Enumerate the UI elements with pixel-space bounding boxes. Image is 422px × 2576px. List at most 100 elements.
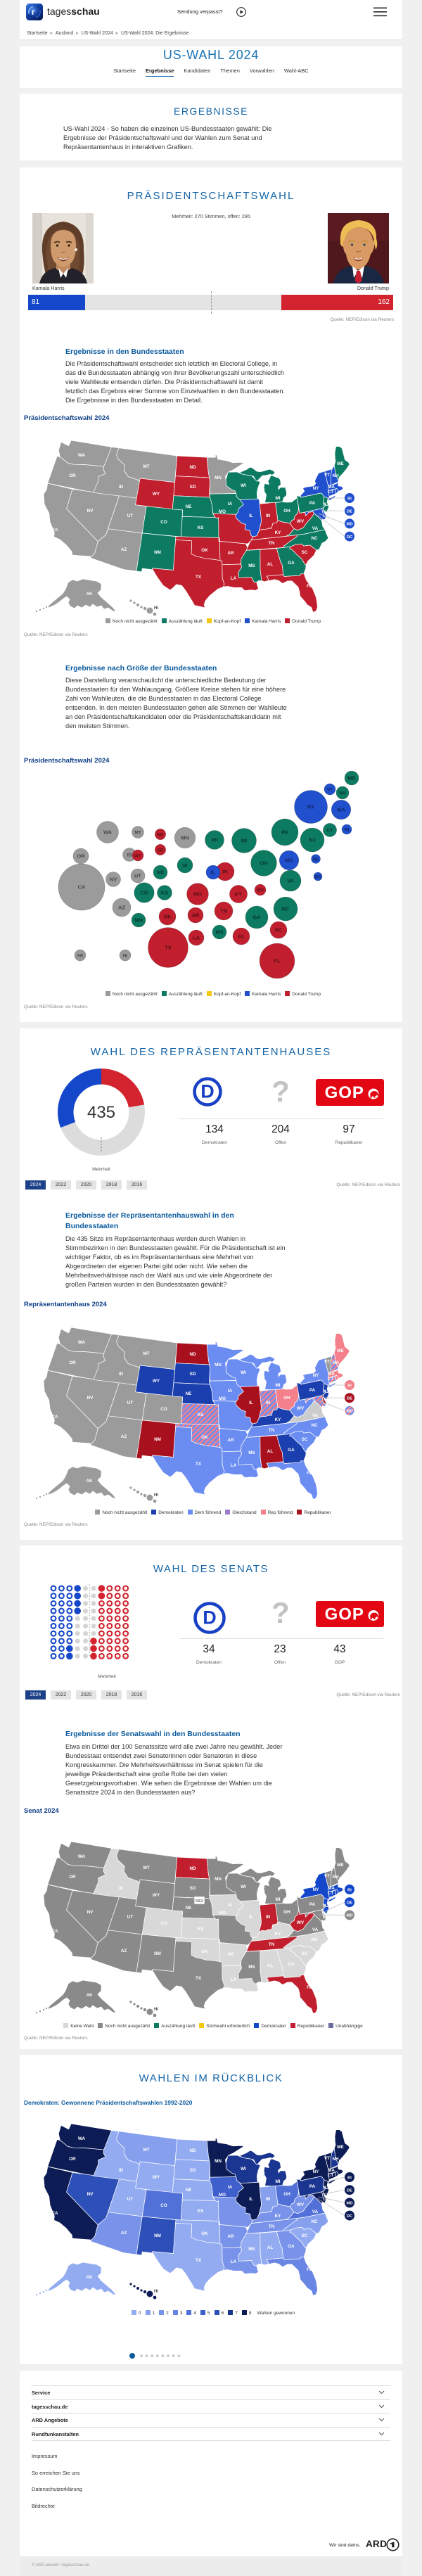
svg-text:ND: ND — [189, 2148, 196, 2153]
svg-text:CT: CT — [328, 1891, 334, 1896]
svg-text:TX: TX — [196, 575, 202, 580]
svg-text:AK: AK — [86, 1479, 93, 1484]
svg-text:IA: IA — [228, 1903, 233, 1908]
svg-text:WA: WA — [78, 453, 86, 458]
svg-text:SC: SC — [302, 2233, 308, 2238]
svg-text:WA: WA — [78, 1854, 86, 1859]
svg-text:NJ: NJ — [323, 2186, 329, 2191]
svg-text:NH: NH — [332, 473, 339, 478]
svg-text:MA: MA — [328, 485, 335, 490]
svg-text:CO: CO — [160, 520, 167, 525]
svg-text:435: 435 — [87, 1103, 115, 1122]
svg-text:OH: OH — [283, 509, 290, 514]
svg-text:NE: NE — [157, 869, 164, 875]
svg-text:NY: NY — [313, 1373, 320, 1378]
svg-text:OH: OH — [283, 1910, 290, 1915]
svg-text:VA: VA — [312, 1413, 319, 1418]
svg-text:PA: PA — [309, 501, 316, 506]
svg-text:NE: NE — [186, 2188, 192, 2193]
svg-text:NE: NE — [186, 1906, 192, 1911]
svg-text:SD: SD — [157, 848, 163, 853]
svg-text:AL: AL — [267, 562, 274, 567]
svg-text:MO: MO — [219, 1911, 226, 1915]
svg-text:SD: SD — [190, 1886, 196, 1891]
svg-text:NV: NV — [87, 509, 94, 514]
svg-text:HI: HI — [154, 2007, 159, 2012]
svg-text:MT: MT — [134, 830, 141, 835]
svg-text:KS: KS — [198, 1927, 204, 1932]
svg-text:AR: AR — [227, 1952, 234, 1957]
svg-text:MA: MA — [328, 1886, 335, 1891]
svg-text:NY: NY — [307, 803, 314, 810]
svg-text:AK: AK — [77, 953, 84, 958]
svg-text:NE2: NE2 — [196, 1899, 203, 1904]
svg-text:ID: ID — [119, 2168, 124, 2173]
svg-text:GA: GA — [288, 1448, 295, 1453]
svg-text:SC: SC — [275, 926, 283, 933]
svg-text:VT: VT — [327, 787, 333, 792]
svg-text:NH: NH — [332, 2157, 339, 2162]
svg-text:GA: GA — [288, 561, 295, 566]
svg-text:ND: ND — [189, 465, 196, 470]
svg-text:CA: CA — [51, 1929, 58, 1934]
svg-text:LA: LA — [231, 2259, 237, 2264]
svg-text:CA: CA — [51, 2211, 58, 2216]
svg-text:ME: ME — [337, 1348, 343, 1353]
svg-text:UT: UT — [127, 2197, 134, 2202]
svg-text:MT: MT — [143, 2148, 149, 2153]
svg-text:AZ: AZ — [118, 904, 125, 910]
svg-text:MS: MS — [215, 929, 223, 935]
svg-text:OR: OR — [77, 853, 85, 859]
svg-text:AZ: AZ — [121, 2231, 127, 2236]
svg-text:IN: IN — [266, 1915, 271, 1920]
svg-text:WY: WY — [153, 2175, 160, 2180]
svg-text:IL: IL — [249, 1401, 253, 1405]
svg-text:OR: OR — [69, 1875, 76, 1880]
svg-text:SD: SD — [190, 1372, 196, 1377]
svg-text:TX: TX — [165, 944, 172, 950]
svg-text:GOP: GOP — [325, 1605, 364, 1624]
svg-text:IN: IN — [266, 514, 271, 518]
svg-text:WA: WA — [103, 829, 113, 835]
svg-text:MT: MT — [143, 464, 149, 469]
svg-text:NM: NM — [154, 1437, 161, 1442]
svg-text:GOP: GOP — [325, 1083, 364, 1102]
svg-text:UT: UT — [127, 514, 134, 518]
svg-text:NC: NC — [282, 905, 290, 912]
svg-text:SD: SD — [190, 485, 196, 490]
svg-text:MO: MO — [193, 891, 202, 897]
svg-text:DE: DE — [347, 1397, 352, 1401]
svg-text:NY: NY — [313, 2169, 320, 2174]
svg-text:KS: KS — [198, 2209, 204, 2214]
svg-text:PA: PA — [309, 1902, 316, 1907]
svg-text:MA: MA — [337, 806, 345, 812]
svg-text:PA: PA — [309, 2184, 316, 2189]
svg-text:MI: MI — [276, 2179, 281, 2184]
svg-text:AR: AR — [227, 1438, 234, 1443]
svg-text:DE: DE — [312, 857, 319, 862]
svg-text:MT: MT — [143, 1351, 149, 1356]
svg-text:NM: NM — [154, 550, 161, 555]
svg-text:MI: MI — [276, 496, 281, 501]
svg-text:IA: IA — [228, 1389, 233, 1394]
svg-text:NM: NM — [134, 917, 143, 923]
svg-text:IA: IA — [228, 502, 233, 506]
svg-text:MD: MD — [285, 857, 293, 863]
svg-text:MS: MS — [248, 1965, 255, 1970]
svg-text:NV: NV — [87, 1910, 94, 1915]
svg-text:WV: WV — [257, 888, 264, 893]
svg-text:MD: MD — [346, 1914, 352, 1918]
svg-text:MD: MD — [346, 2202, 352, 2206]
svg-text:MN: MN — [215, 2159, 222, 2164]
svg-text:MT: MT — [143, 1866, 149, 1870]
svg-text:LA: LA — [231, 1463, 237, 1468]
svg-text:ME: ME — [337, 2145, 343, 2150]
svg-text:VT: VT — [324, 1874, 330, 1879]
svg-text:VT: VT — [324, 1360, 330, 1365]
svg-text:CO: CO — [160, 1921, 167, 1926]
svg-text:WI: WI — [241, 483, 246, 488]
svg-text:DC: DC — [347, 2214, 353, 2219]
svg-text:MI: MI — [276, 1897, 281, 1902]
svg-text:OH: OH — [283, 2192, 290, 2197]
svg-text:D: D — [203, 1607, 217, 1628]
